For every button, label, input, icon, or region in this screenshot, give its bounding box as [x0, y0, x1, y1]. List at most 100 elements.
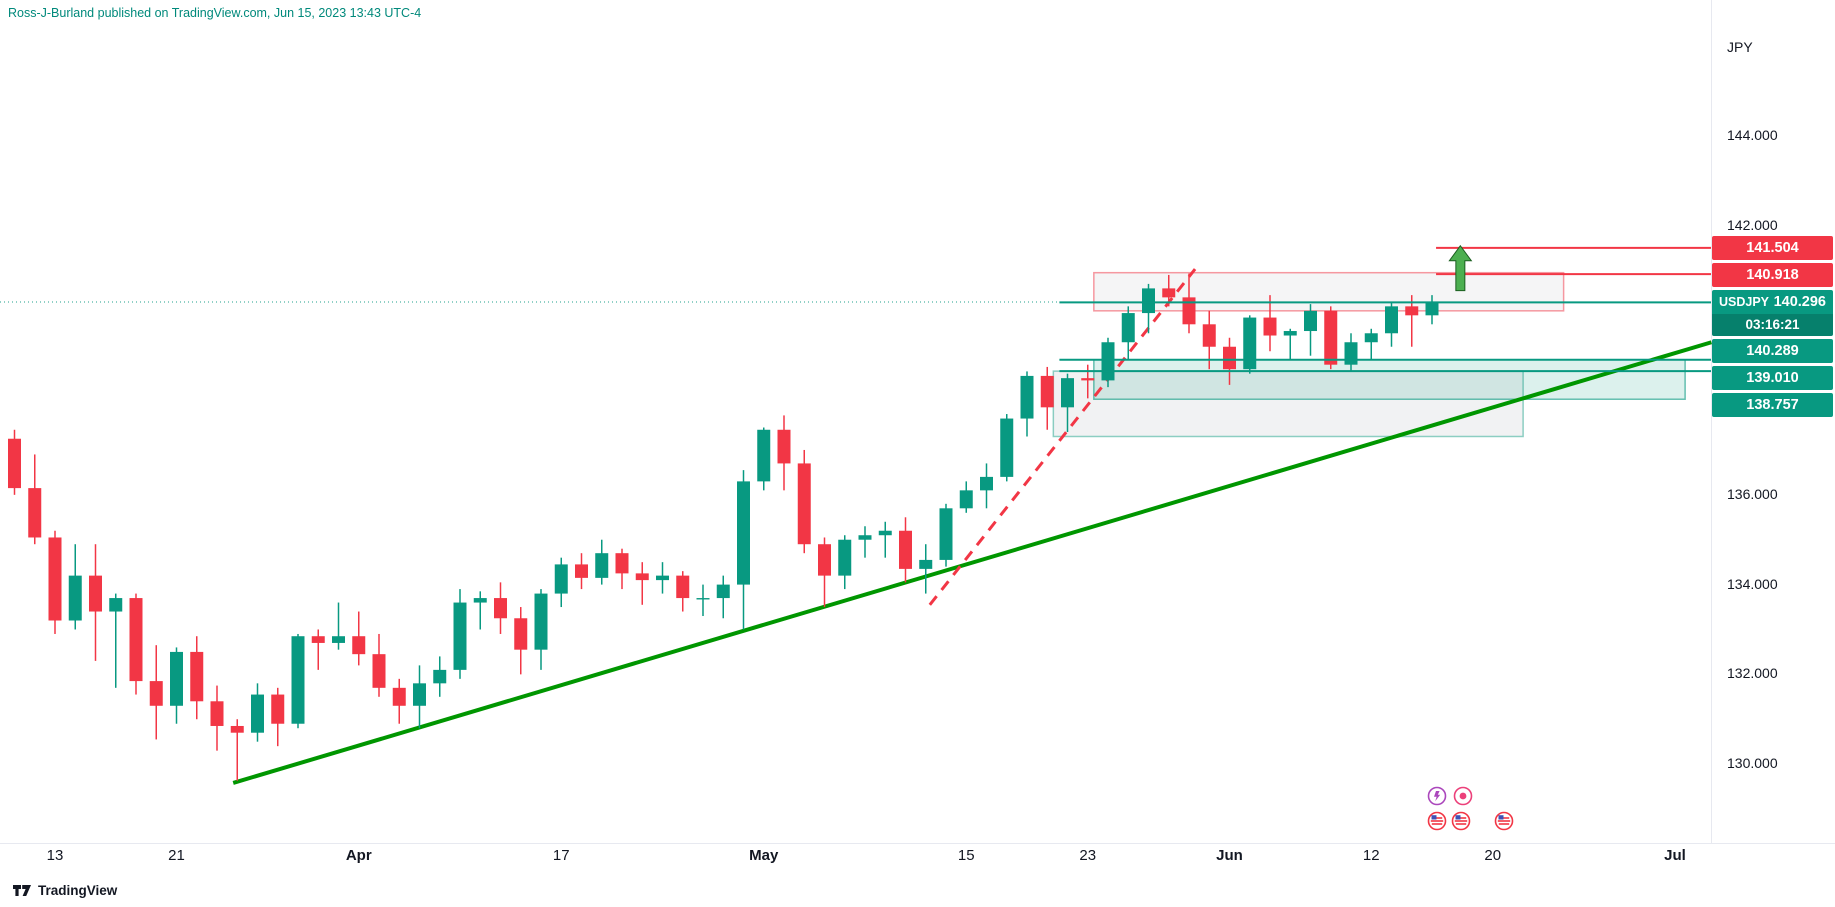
candle — [129, 593, 143, 695]
axis-tick-label: 132.000 — [1727, 665, 1778, 682]
candle — [1364, 328, 1378, 361]
date-label: 13 — [46, 847, 64, 864]
us-flag-icon[interactable] — [1451, 811, 1471, 831]
bar-countdown: 03:16:21 — [1712, 314, 1833, 337]
candle — [899, 517, 912, 583]
candle — [109, 593, 123, 688]
date-label: 23 — [1079, 847, 1097, 864]
candle — [777, 415, 791, 491]
candle — [392, 678, 406, 724]
candle — [149, 645, 163, 740]
axis-tick-label: 134.000 — [1727, 575, 1778, 592]
candle — [858, 526, 872, 558]
candle — [1162, 274, 1176, 307]
candle — [1040, 366, 1054, 430]
candle — [1263, 295, 1277, 352]
candle — [575, 553, 588, 590]
candle — [838, 535, 852, 590]
axis-tick-label: 130.000 — [1727, 755, 1778, 772]
date-label: 21 — [168, 847, 185, 864]
candle — [1283, 328, 1297, 361]
us-flag-icon[interactable] — [1427, 811, 1447, 831]
date-label: 20 — [1484, 847, 1502, 864]
candle — [1243, 315, 1257, 374]
candle — [737, 470, 750, 630]
economic-event-icon[interactable] — [1453, 786, 1473, 806]
candle — [291, 633, 305, 729]
candle — [271, 687, 285, 747]
candle — [878, 521, 892, 558]
current-price-value: 140.296 — [1773, 294, 1826, 311]
candle — [1405, 295, 1419, 347]
date-label: May — [749, 847, 779, 864]
up-arrow-marker[interactable] — [1448, 244, 1473, 292]
candle — [1304, 304, 1317, 356]
axis-tick-label: 144.000 — [1727, 126, 1778, 143]
candle — [534, 589, 548, 670]
ascending-support-trendline[interactable] — [232, 340, 1713, 785]
us-flag-icon[interactable] — [1494, 811, 1514, 831]
candle — [68, 544, 82, 630]
candle — [251, 683, 264, 742]
candle — [757, 427, 771, 491]
price-level-badge: 140.289 — [1712, 339, 1833, 364]
candle — [372, 633, 386, 697]
candle — [1425, 295, 1439, 325]
date-label: Apr — [345, 847, 372, 864]
candle — [959, 481, 973, 513]
axis-tick-label: 142.000 — [1727, 216, 1778, 233]
price-level-badge: 140.918 — [1712, 262, 1833, 287]
tradingview-logo-text: TradingView — [38, 883, 118, 898]
current-price-badge: USDJPY 140.296 03:16:21 — [1712, 290, 1833, 337]
tradingview-logo-icon — [13, 885, 31, 896]
candle — [514, 607, 528, 675]
candle — [716, 575, 730, 619]
candle — [332, 602, 345, 650]
date-label: 12 — [1362, 847, 1380, 864]
axis-tick-label: 136.000 — [1727, 485, 1778, 502]
candle — [595, 539, 609, 585]
candle — [676, 571, 690, 612]
candle — [1324, 306, 1338, 370]
currency-label: JPY — [1727, 39, 1753, 55]
candle — [939, 503, 953, 567]
date-label: Jun — [1216, 847, 1243, 864]
candle — [1121, 306, 1135, 361]
candle — [473, 591, 487, 630]
tradingview-logo[interactable]: TradingView — [12, 883, 117, 898]
candle — [615, 548, 629, 590]
candle — [554, 557, 568, 608]
lightning-icon[interactable] — [1427, 786, 1447, 806]
candle — [919, 544, 933, 594]
price-level-badge: 138.757 — [1712, 393, 1833, 418]
candle — [1182, 273, 1196, 334]
candle — [433, 656, 447, 697]
candle — [1000, 414, 1014, 482]
candle — [797, 449, 811, 554]
candle — [8, 429, 21, 495]
candle — [818, 537, 831, 608]
price-level-badge: 141.504 — [1712, 235, 1833, 260]
candle — [311, 629, 325, 670]
symbol-label: USDJPY — [1719, 295, 1770, 310]
candle — [1061, 373, 1074, 433]
candle — [230, 719, 244, 781]
candle — [1385, 301, 1398, 347]
candle — [453, 589, 467, 679]
candle — [352, 611, 366, 666]
attribution: Ross-J-Burland published on TradingView.… — [8, 6, 422, 20]
candle — [210, 685, 224, 751]
candle — [656, 562, 669, 594]
steep-rally-trendline[interactable] — [928, 268, 1197, 606]
price-level-badge: 139.010 — [1712, 366, 1833, 391]
candle — [413, 665, 426, 729]
candle — [1223, 337, 1236, 385]
support-zone-upper[interactable] — [1093, 359, 1686, 400]
candle — [1101, 337, 1115, 388]
candle — [89, 544, 102, 661]
date-label: 15 — [957, 847, 975, 864]
candle — [696, 584, 710, 617]
candle — [170, 647, 183, 724]
